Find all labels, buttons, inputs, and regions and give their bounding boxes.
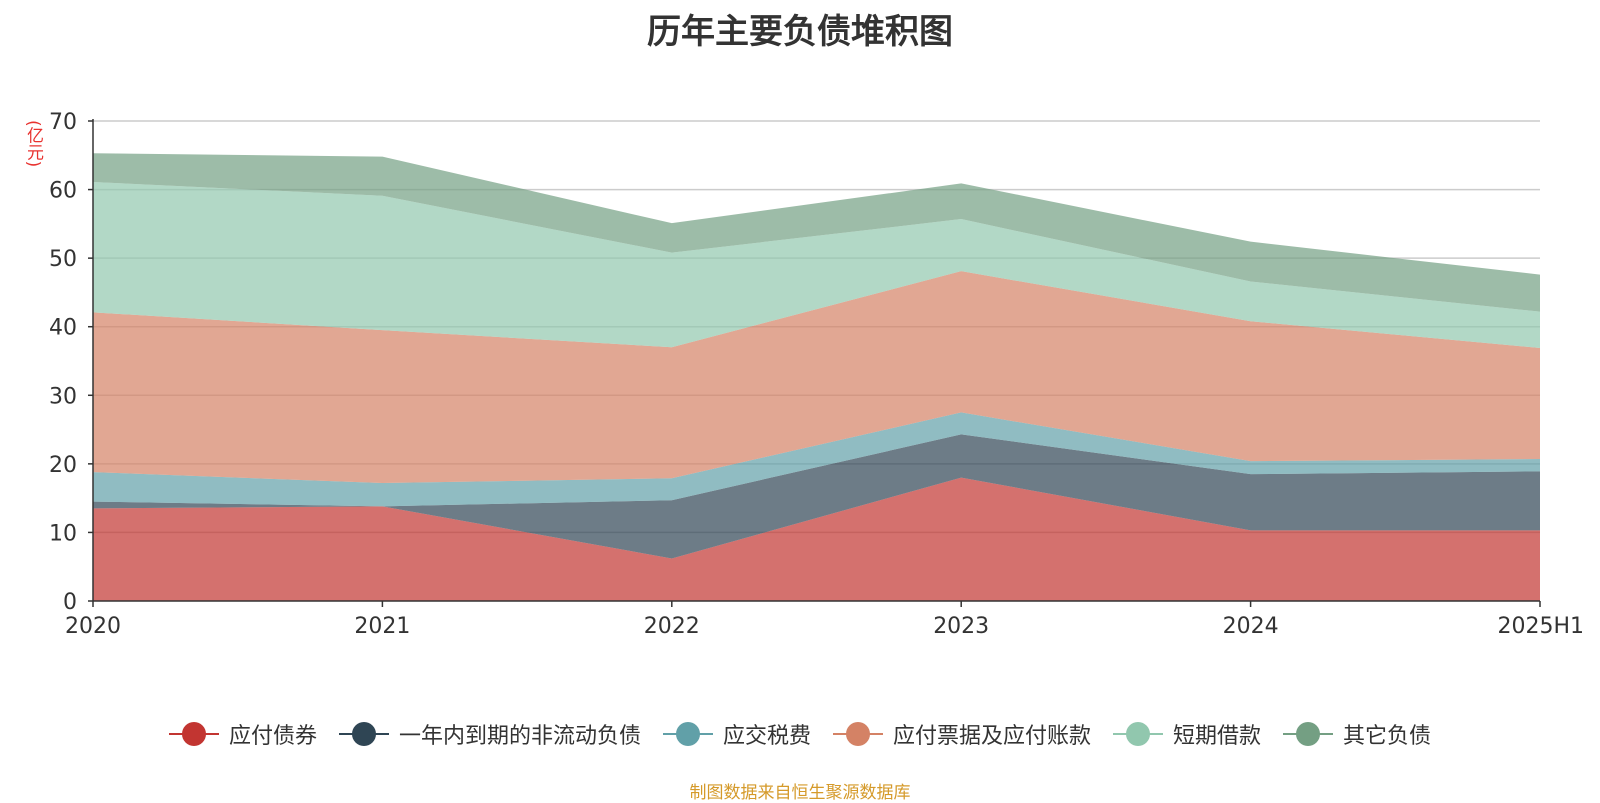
legend-item[interactable]: 其它负债 [1283,718,1431,750]
legend-swatch-icon [1113,722,1164,746]
axes: 0 10 20 30 40 50 60 70 2020 2021 2022 2023 2024 2025H… [49,110,1584,639]
area-应交税费 [93,412,1540,507]
y-tick-label: 30 [49,384,77,409]
legend-swatch-icon [833,722,883,746]
chart-title: 历年主要负债堆积图 [647,12,953,52]
legend-swatch-icon [662,722,713,746]
legend-item[interactable]: 应付债券 [168,718,317,750]
y-tick-label: 70 [49,110,77,135]
y-tick-label: 0 [63,590,77,615]
x-tick-label: 2021 [354,614,410,639]
legend-swatch-icon [168,722,219,746]
area-应付票据及应付账款 [93,271,1540,484]
x-tick-label: 2025H1 [1497,614,1584,639]
y-tick-label: 20 [49,453,77,478]
stacked-area-chart: 0 10 20 30 40 50 60 70 2020 2021 2022 2023 2024 2025H… [49,110,1584,639]
x-tick-label: 2022 [644,614,700,639]
area-series [93,153,1540,601]
legend-label: 一年内到期的非流动负债 [398,724,641,749]
legend-label: 应交税费 [722,724,811,749]
area-其它负债 [93,153,1540,312]
legend-swatch-icon [338,722,389,746]
legend-item[interactable]: 一年内到期的非流动负债 [338,718,641,750]
x-tick-label: 2023 [933,614,989,639]
x-tick-label: 2020 [65,614,121,639]
legend-item[interactable]: 短期借款 [1113,718,1261,750]
y-tick-label: 50 [49,247,77,272]
y-tick-label: 60 [49,179,77,204]
source-note: 制图数据来自恒生聚源数据库 [689,783,911,803]
legend-label: 短期借款 [1173,724,1262,749]
legend-label: 其它负债 [1343,724,1432,749]
y-tick-label: 40 [49,316,77,341]
legend-swatch-icon [1283,722,1334,746]
area-应付债券 [93,477,1540,601]
legend: 应付债券 一年内到期的非流动负债 应交税费 应付票据及应付账款 短期借款 其它负债 [0,718,1600,750]
area-短期借款 [93,182,1540,348]
x-tick-label: 2024 [1223,614,1279,639]
legend-label: 应付票据及应付账款 [893,724,1092,749]
y-axis-unit-label: (亿元) [23,120,43,168]
legend-item[interactable]: 应交税费 [662,718,811,750]
y-tick-label: 10 [49,521,77,546]
area-一年内到期的非流动负债 [93,434,1540,559]
legend-item[interactable]: 应付票据及应付账款 [833,718,1091,750]
legend-label: 应付债券 [228,724,317,749]
